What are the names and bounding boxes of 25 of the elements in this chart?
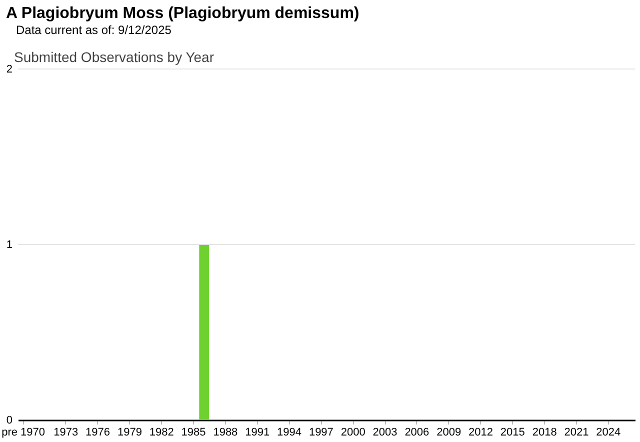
x-tick-label: pre 1970: [2, 426, 46, 438]
y-tick-label: 1: [6, 239, 12, 251]
y-tick-label: 2: [6, 64, 12, 76]
text: Submitted Observations by Year: [14, 49, 214, 65]
x-tick-label: 1994: [277, 426, 302, 438]
x-tick-label: 2000: [340, 426, 366, 438]
x-tick-label: 2021: [564, 426, 589, 438]
x-tick-label: 1976: [86, 426, 110, 438]
x-tick-label: 1982: [149, 426, 174, 438]
x-tick-label: 2018: [532, 426, 557, 438]
x-tick-label: 2024: [596, 426, 621, 438]
y-tick-label: 0: [6, 414, 12, 426]
x-tick-label: 1985: [181, 426, 206, 438]
x-tick-label: 1988: [213, 426, 238, 438]
x-tick-label: 1973: [54, 426, 78, 438]
x-tick-label: 2015: [500, 426, 525, 438]
x-tick-label: 2006: [404, 426, 430, 438]
x-tick-label: 1979: [117, 426, 142, 438]
x-tick-label: 2012: [468, 426, 493, 438]
x-tick-label: 2003: [372, 426, 398, 438]
x-tick-label: 2009: [436, 426, 462, 438]
chart-subtitle: Data current as of: 9/12/2025: [16, 23, 172, 37]
chart-title: A Plagiobryum Moss (Plagiobryum demissum): [6, 5, 360, 22]
x-tick-label: 1997: [308, 426, 334, 438]
x-tick-label: 1991: [245, 426, 270, 438]
